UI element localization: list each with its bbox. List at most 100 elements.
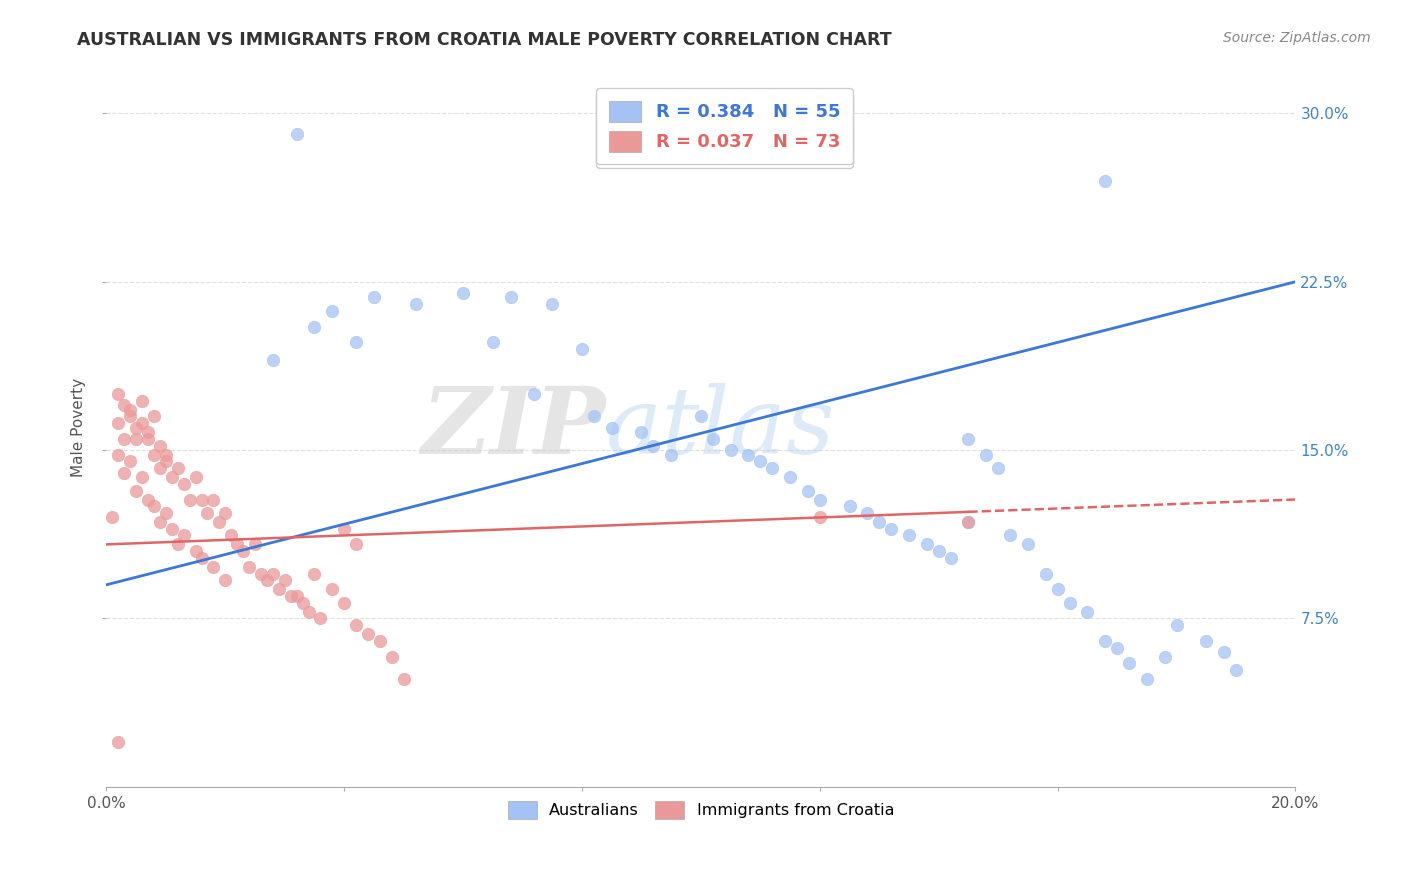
Point: [136, 492, 159, 507]
Point: [208, 515, 231, 529]
Point: [939, 550, 962, 565]
Point: [285, 127, 308, 141]
Point: [987, 461, 1010, 475]
Point: [179, 492, 201, 507]
Point: [155, 448, 177, 462]
Point: [309, 611, 332, 625]
Point: [190, 550, 212, 565]
Point: [880, 522, 903, 536]
Point: [957, 432, 980, 446]
Point: [630, 425, 652, 439]
Point: [737, 448, 759, 462]
Point: [232, 544, 254, 558]
Point: [274, 574, 297, 588]
Point: [321, 582, 343, 597]
Point: [120, 409, 142, 424]
Text: atlas: atlas: [606, 383, 835, 473]
Point: [357, 627, 380, 641]
Point: [702, 432, 724, 446]
Point: [131, 470, 153, 484]
Point: [392, 672, 415, 686]
Point: [808, 492, 831, 507]
Point: [155, 454, 177, 468]
Point: [280, 589, 302, 603]
Point: [173, 476, 195, 491]
Point: [1094, 634, 1116, 648]
Point: [184, 470, 207, 484]
Point: [333, 596, 356, 610]
Point: [107, 735, 129, 749]
Point: [149, 439, 172, 453]
Point: [125, 483, 148, 498]
Point: [149, 515, 172, 529]
Point: [898, 528, 921, 542]
Point: [1035, 566, 1057, 581]
Point: [856, 506, 879, 520]
Point: [998, 528, 1021, 542]
Point: [297, 605, 319, 619]
Point: [1118, 657, 1140, 671]
Point: [120, 454, 142, 468]
Point: [541, 297, 564, 311]
Point: [219, 528, 242, 542]
Point: [690, 409, 713, 424]
Point: [1225, 663, 1247, 677]
Point: [957, 515, 980, 529]
Point: [262, 353, 284, 368]
Point: [1166, 618, 1188, 632]
Point: [1076, 605, 1098, 619]
Point: [142, 500, 165, 514]
Point: [125, 420, 148, 434]
Point: [142, 409, 165, 424]
Point: [112, 466, 135, 480]
Point: [202, 559, 225, 574]
Point: [267, 582, 290, 597]
Point: [304, 566, 326, 581]
Point: [197, 506, 219, 520]
Point: [344, 618, 367, 632]
Point: [214, 506, 236, 520]
Point: [120, 402, 142, 417]
Text: AUSTRALIAN VS IMMIGRANTS FROM CROATIA MALE POVERTY CORRELATION CHART: AUSTRALIAN VS IMMIGRANTS FROM CROATIA MA…: [77, 31, 891, 49]
Point: [659, 448, 682, 462]
Point: [582, 409, 605, 424]
Point: [101, 510, 124, 524]
Point: [915, 537, 938, 551]
Point: [749, 454, 772, 468]
Point: [1017, 537, 1039, 551]
Point: [868, 515, 890, 529]
Point: [928, 544, 950, 558]
Point: [333, 522, 356, 536]
Point: [523, 387, 546, 401]
Point: [344, 537, 367, 551]
Point: [957, 515, 980, 529]
Point: [499, 290, 522, 304]
Point: [202, 492, 225, 507]
Point: [482, 335, 505, 350]
Point: [112, 398, 135, 412]
Point: [643, 439, 665, 453]
Point: [107, 448, 129, 462]
Point: [321, 304, 343, 318]
Point: [131, 416, 153, 430]
Point: [226, 537, 249, 551]
Point: [808, 510, 831, 524]
Point: [600, 420, 623, 434]
Point: [173, 528, 195, 542]
Point: [238, 559, 260, 574]
Point: [131, 393, 153, 408]
Point: [136, 425, 159, 439]
Point: [166, 537, 188, 551]
Point: [761, 461, 783, 475]
Point: [797, 483, 820, 498]
Point: [363, 290, 385, 304]
Point: [1046, 582, 1069, 597]
Point: [368, 634, 391, 648]
Point: [838, 500, 860, 514]
Point: [149, 461, 172, 475]
Point: [285, 589, 308, 603]
Point: [381, 649, 404, 664]
Point: [112, 432, 135, 446]
Point: [125, 432, 148, 446]
Point: [1136, 672, 1159, 686]
